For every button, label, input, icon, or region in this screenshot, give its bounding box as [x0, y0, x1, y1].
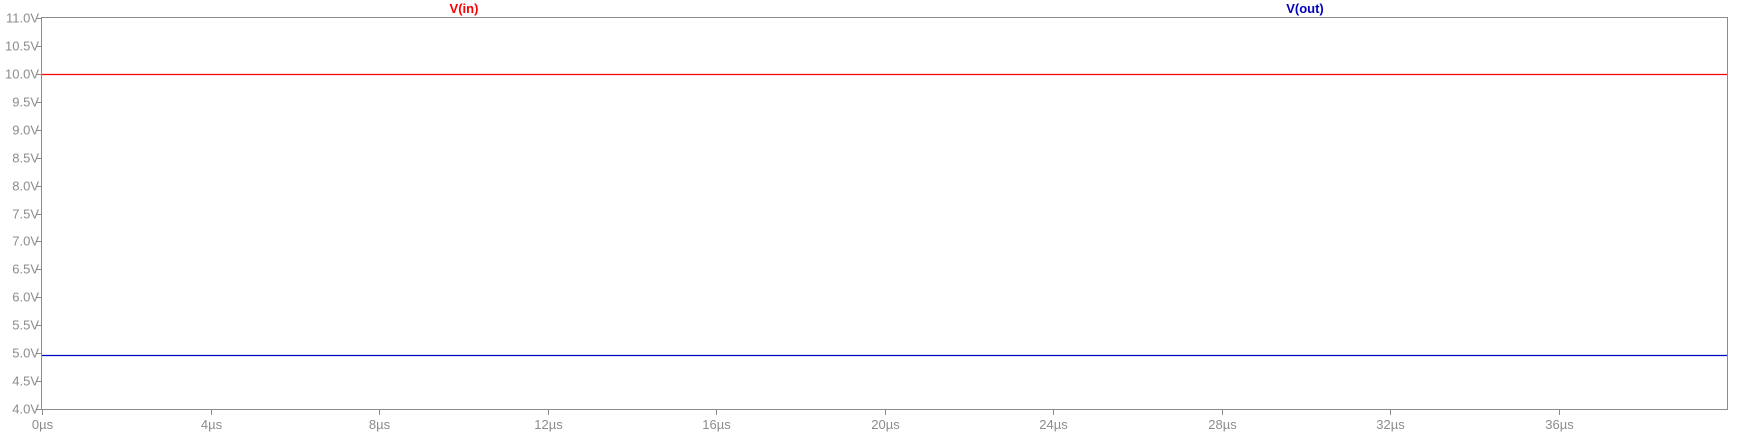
x-tick-label: 32µs	[1376, 417, 1405, 432]
legend-label-vin[interactable]: V(in)	[450, 1, 479, 16]
y-tick-label: 9.5V	[12, 95, 39, 110]
x-tick-label: 28µs	[1208, 417, 1237, 432]
x-tick-label: 8µs	[369, 417, 391, 432]
x-tick-label: 36µs	[1545, 417, 1574, 432]
x-tick-label: 0µs	[32, 417, 54, 432]
y-axis: 4.0V 4.5V 5.0V 5.5V 6.0V 6.5V 7.0V 7.5V 8.0V 8.5V…	[5, 11, 42, 417]
y-tick-label: 9.0V	[12, 123, 39, 138]
x-tick-label: 4µs	[201, 417, 223, 432]
y-tick-label: 8.5V	[12, 151, 39, 166]
y-tick-label: 7.0V	[12, 234, 39, 249]
legend: V(in) V(out)	[450, 1, 1324, 16]
y-tick-label: 7.5V	[12, 207, 39, 222]
series-layer	[42, 73, 1727, 357]
y-tick-label: 4.5V	[12, 374, 39, 389]
y-tick-label: 11.0V	[6, 11, 39, 26]
y-tick-label: 10.0V	[5, 67, 39, 82]
y-tick-label: 6.5V	[12, 262, 39, 277]
x-tick-label: 24µs	[1039, 417, 1068, 432]
x-tick-label: 20µs	[871, 417, 900, 432]
x-tick-label: 12µs	[534, 417, 563, 432]
y-tick-label: 5.0V	[12, 346, 39, 361]
y-tick-label: 10.5V	[5, 39, 39, 54]
y-tick-label: 4.0V	[12, 402, 39, 417]
legend-label-vout[interactable]: V(out)	[1286, 1, 1324, 16]
y-tick-label: 6.0V	[12, 290, 39, 305]
x-tick-label: 16µs	[702, 417, 731, 432]
y-tick-label: 8.0V	[12, 179, 39, 194]
x-axis: 0µs 4µs 8µs 12µs 16µs 20µs 24µs 28µs 32µs 36µs	[32, 409, 1574, 432]
plot-frame	[41, 17, 1728, 410]
y-tick-label: 5.5V	[12, 318, 39, 333]
